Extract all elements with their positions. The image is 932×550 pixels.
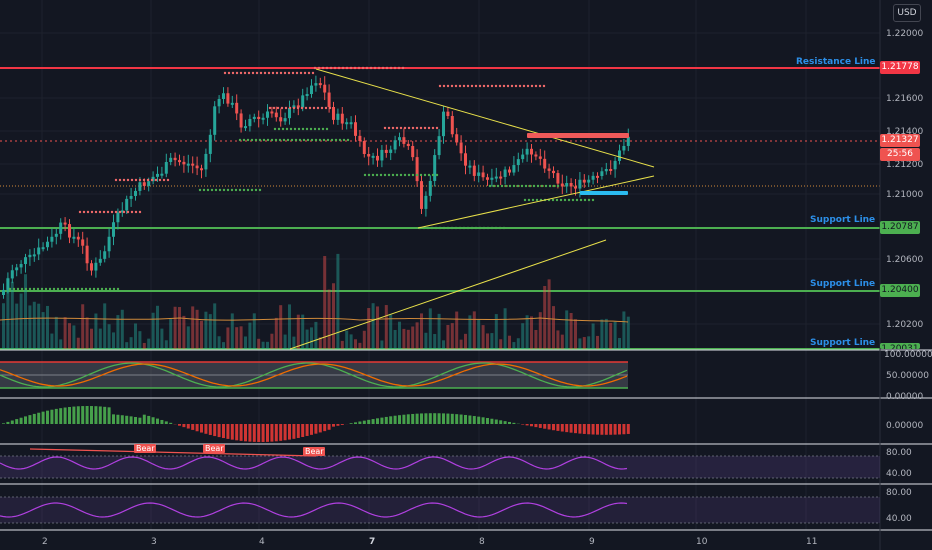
price-axis[interactable]: 1.22000 1.21600 1.21400 1.21200 1.21000 … [886,29,923,330]
svg-text:80.00: 80.00 [886,448,912,458]
svg-text:8: 8 [479,537,485,547]
svg-text:1.22000: 1.22000 [886,29,923,39]
bear-label-2: Bear [203,444,225,453]
currency-button[interactable]: USD [893,4,921,22]
svg-text:1.21400: 1.21400 [886,127,923,137]
svg-text:2: 2 [42,537,48,547]
support-price-tag-2: 1.20400 [880,284,920,297]
volume-ma-line [0,317,629,323]
rsi-pane[interactable]: Bear Bear Bear [0,444,880,479]
svg-text:1.20600: 1.20600 [886,255,923,265]
resistance-box[interactable] [527,133,629,138]
grid [0,0,880,530]
svg-text:7: 7 [369,537,375,547]
svg-text:Bear: Bear [205,444,224,453]
trendline-lower[interactable] [417,175,655,229]
rsi2-line [0,502,628,518]
svg-text:40.00: 40.00 [886,469,912,479]
bear-divergence-line [29,448,317,457]
svg-text:40.00: 40.00 [886,514,912,524]
candlesticks [2,75,630,299]
svg-text:4: 4 [259,537,265,547]
svg-text:Bear: Bear [136,444,155,453]
time-axis[interactable]: 2 3 4 7 8 9 10 11 [42,537,817,547]
support-line-label-3: Support Line [810,338,876,348]
svg-text:0.00000: 0.00000 [886,392,923,402]
resistance-line-label: Resistance Line [796,57,876,67]
svg-text:100.00000: 100.00000 [884,350,932,360]
support-price-tag-3: 1.20031 [880,343,920,349]
svg-text:1.21200: 1.21200 [886,160,923,170]
stochastic-axis: 100.00000 50.00000 0.00000 [884,350,932,402]
rsi-axis: 80.00 40.00 [886,448,912,479]
current-price-tag: 1.21327 [880,134,920,147]
svg-text:Bear: Bear [305,447,324,456]
stochastic-d-line [0,363,628,387]
svg-text:11: 11 [806,537,817,547]
volume-bars [2,253,630,349]
trendline-upper[interactable] [315,68,655,168]
bear-label-3: Bear [303,447,325,456]
countdown-tag: 25:56 [880,148,920,161]
svg-text:50.00000: 50.00000 [886,371,929,381]
trendline-long[interactable] [289,239,607,350]
support-box[interactable] [580,191,628,195]
macd-axis: 0.00000 [886,421,923,431]
svg-text:1.20200: 1.20200 [886,320,923,330]
svg-text:1.21000: 1.21000 [886,190,923,200]
svg-text:1.21600: 1.21600 [886,94,923,104]
rsi2-pane[interactable] [0,496,880,524]
stochastic-pane[interactable] [0,361,628,389]
rsi-line [0,456,628,470]
rsi2-axis: 80.00 40.00 [886,488,912,524]
support-line-label-2: Support Line [810,279,876,289]
pivot-dots [8,66,595,291]
resistance-price-tag: 1.21778 [880,61,920,74]
bear-label-1: Bear [134,444,156,453]
svg-text:80.00: 80.00 [886,488,912,498]
support-price-tag-1: 1.20787 [880,221,920,234]
support-line-label-1: Support Line [810,215,876,225]
svg-text:9: 9 [589,537,595,547]
macd-histogram-pane[interactable] [2,406,630,442]
svg-text:0.00000: 0.00000 [886,421,923,431]
svg-text:3: 3 [151,537,157,547]
stochastic-k-line [0,362,628,388]
svg-text:10: 10 [696,537,708,547]
